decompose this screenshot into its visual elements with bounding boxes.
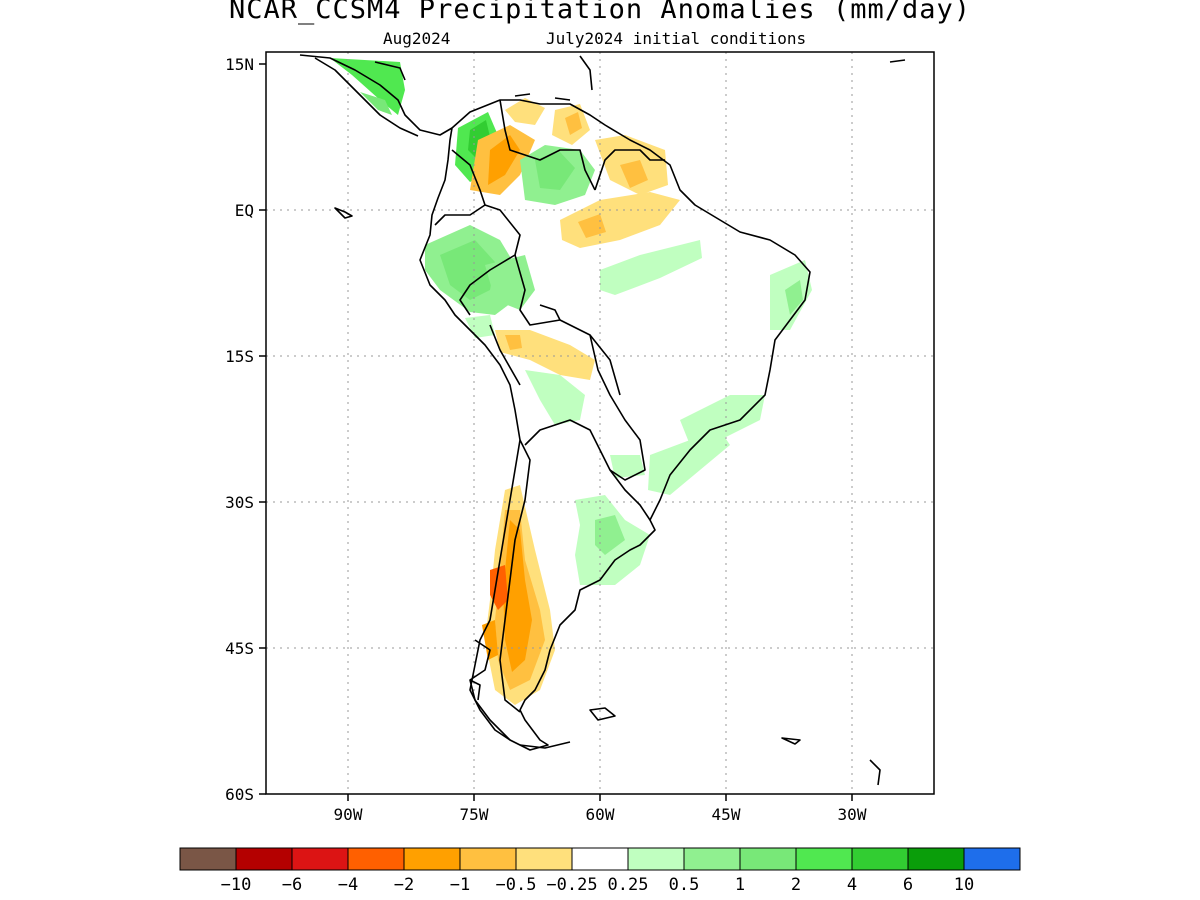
colorbar-swatch xyxy=(683,847,741,871)
lat-label: 60S xyxy=(225,785,254,804)
colorbar-label: 10 xyxy=(954,875,974,895)
colorbar-label: −2 xyxy=(394,875,414,895)
colorbar-label: 1 xyxy=(735,875,745,895)
colorbar-label: −1 xyxy=(450,875,470,895)
lon-label: 60W xyxy=(586,805,615,824)
colorbar-swatch xyxy=(459,847,517,871)
colorbar-label: 0.25 xyxy=(608,875,649,895)
lat-labels: 15N EQ 15S 30S 45S 60S xyxy=(225,55,254,804)
colorbar-label: 2 xyxy=(791,875,801,895)
lat-lon-grid xyxy=(266,52,934,794)
anomaly-shading xyxy=(330,58,812,705)
colorbar-label: −10 xyxy=(221,875,252,895)
colorbar-swatch xyxy=(291,847,349,871)
colorbar-swatch xyxy=(403,847,461,871)
colorbar-swatch xyxy=(739,847,797,871)
lon-label: 75W xyxy=(460,805,489,824)
map-title: NCAR_CCSM4 Precipitation Anomalies (mm/d… xyxy=(229,0,971,25)
colorbar-swatch xyxy=(347,847,405,871)
forecast-month: Aug2024 xyxy=(383,29,451,48)
lat-label: EQ xyxy=(235,201,254,220)
colorbar-swatch xyxy=(515,847,573,871)
map-area xyxy=(266,52,934,794)
colorbar-swatch xyxy=(235,847,293,871)
colorbar-label: −0.5 xyxy=(496,875,537,895)
lat-label: 45S xyxy=(225,639,254,658)
lon-labels: 90W 75W 60W 45W 30W xyxy=(334,805,867,824)
lon-label: 30W xyxy=(838,805,867,824)
colorbar-label: −4 xyxy=(338,875,358,895)
lat-label: 30S xyxy=(225,493,254,512)
colorbar-swatch xyxy=(179,847,237,871)
colorbar-swatch xyxy=(795,847,853,871)
lat-label: 15N xyxy=(225,55,254,74)
lat-label: 15S xyxy=(225,347,254,366)
coastlines xyxy=(299,54,906,786)
colorbar-label: 4 xyxy=(847,875,857,895)
colorbar-swatch xyxy=(851,847,909,871)
colorbar-label: −0.25 xyxy=(546,875,597,895)
colorbar-swatch xyxy=(907,847,965,871)
lon-label: 90W xyxy=(334,805,363,824)
initial-conditions: July2024 initial conditions xyxy=(546,29,807,48)
colorbar-swatch xyxy=(627,847,685,871)
colorbar-label: −6 xyxy=(282,875,302,895)
colorbar-swatch xyxy=(963,847,1021,871)
colorbar-legend: −10 −6 −4 −2 −1 −0.5 −0.25 0.25 0.5 1 2 4 6 10 xyxy=(179,847,1021,895)
axis-ticks xyxy=(259,63,853,801)
colorbar-label: 0.5 xyxy=(669,875,700,895)
colorbar-label: 6 xyxy=(903,875,913,895)
lon-label: 45W xyxy=(712,805,741,824)
colorbar-swatch xyxy=(571,847,629,871)
